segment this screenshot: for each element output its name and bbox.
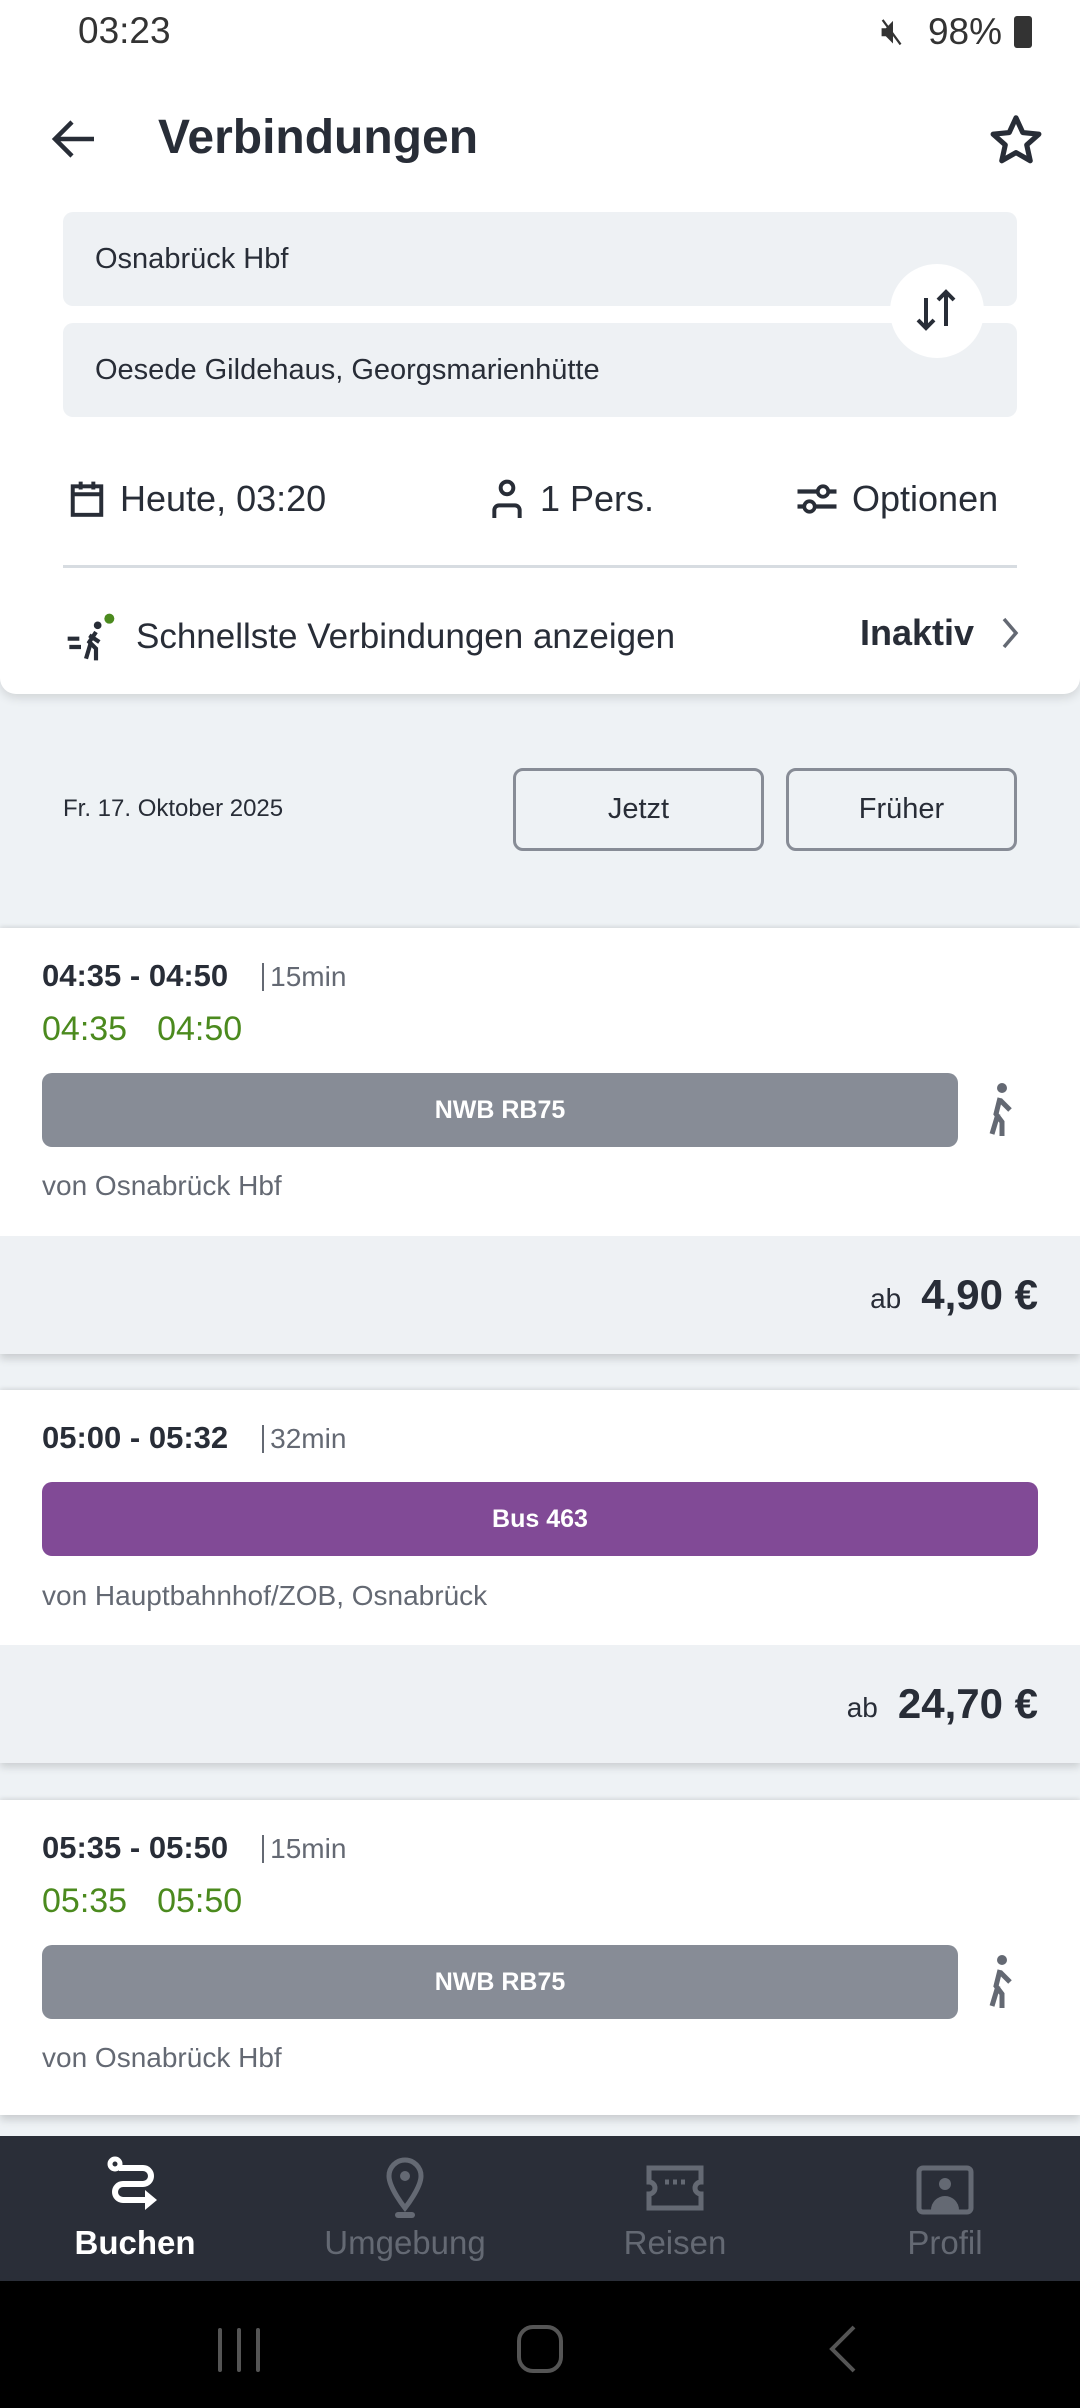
calendar-icon [70,481,104,517]
options-label: Optionen [852,478,999,519]
person-icon [492,479,522,518]
fastest-connections-state[interactable]: Inaktiv [860,612,1020,654]
passenger-count: 1 Pers. [540,478,655,519]
page-title: Verbindungen [158,111,479,164]
status-time: 03:23 [78,10,171,51]
fastest-connections-toggle[interactable]: Schnellste Verbindungen anzeigen [66,612,675,662]
back-arrow-icon[interactable] [50,118,96,160]
connection-times: 05:00 - 05:32 32min [42,1420,346,1456]
line-badge: NWB RB75 [42,1073,958,1147]
price-prefix: ab [870,1283,902,1314]
nav-reisen[interactable]: Reisen [540,2136,810,2281]
connection-times: 04:35 - 04:50 15min [42,958,346,994]
departure-station: von Osnabrück Hbf [42,2042,282,2073]
location-pin-icon [386,2157,424,2218]
realtime-arrival: 05:50 [157,1882,243,1920]
nav-buchen[interactable]: Buchen [0,2136,270,2281]
passenger-selector[interactable]: 1 Pers. [488,478,654,520]
profile-icon [916,2165,974,2215]
realtime-arrival: 04:50 [157,1010,243,1048]
now-button[interactable]: Jetzt [513,768,764,851]
scheduled-times: 04:35 - 04:50 [42,958,229,993]
swap-arrows-icon [916,289,956,331]
departure-station: von Hauptbahnhof/ZOB, Osnabrück [42,1580,488,1611]
from-input[interactable]: Osnabrück Hbf [63,212,1017,306]
date-time-selector[interactable]: Heute, 03:20 [68,478,326,520]
running-person-icon [67,613,115,661]
star-favorite-icon[interactable] [988,112,1044,168]
duration: 32min [262,1425,346,1453]
departure-station: von Osnabrück Hbf [42,1170,282,1201]
realtime-times: 05:35 05:50 [42,1882,242,1921]
mute-icon: 🔇︎ [880,10,904,51]
route-icon [107,2156,157,2210]
nav-label: Reisen [623,2224,727,2261]
nav-label: Buchen [74,2224,196,2261]
battery-level: 98% [927,10,1002,52]
back-icon[interactable] [826,2324,860,2374]
realtime-departure: 05:35 [42,1882,128,1920]
recent-apps-icon[interactable] [216,2326,262,2374]
nav-umgebung[interactable]: Umgebung [270,2136,540,2281]
walking-icon [989,1083,1012,1136]
ticket-icon [646,2165,704,2211]
swap-stations-button[interactable] [890,264,984,358]
chevron-right-icon [1002,617,1019,649]
to-input[interactable]: Oesede Gildehaus, Georgsmarienhütte [63,323,1017,417]
connection-times: 05:35 - 05:50 15min [42,1830,346,1866]
price-prefix: ab [846,1692,878,1723]
price: 24,70 € [897,1680,1038,1727]
fastest-state-label: Inaktiv [859,612,974,653]
fastest-connections-label: Schnellste Verbindungen anzeigen [136,617,676,656]
nav-profil[interactable]: Profil [810,2136,1080,2281]
price-row: ab 4,90 € [0,1236,1080,1354]
home-icon[interactable] [516,2324,564,2374]
scheduled-times: 05:35 - 05:50 [42,1830,229,1865]
line-badge: Bus 463 [42,1482,1038,1556]
system-navigation-bar [0,2281,1080,2408]
options-button[interactable]: Optionen [796,478,998,520]
scheduled-times: 05:00 - 05:32 [42,1420,229,1455]
battery-icon [1014,15,1032,48]
price-row: ab 24,70 € [0,1645,1080,1763]
walking-icon [989,1955,1012,2008]
divider [63,565,1017,568]
earlier-button[interactable]: Früher [786,768,1017,851]
realtime-departure: 04:35 [42,1010,128,1048]
nav-label: Profil [907,2224,983,2261]
sliders-icon [797,484,837,514]
nav-label: Umgebung [324,2224,486,2261]
results-date: Fr. 17. Oktober 2025 [63,795,284,822]
line-badge: NWB RB75 [42,1945,958,2019]
duration: 15min [262,1835,346,1863]
status-bar: 03:23 🔇︎ ︎ 98% [0,0,1080,65]
realtime-times: 04:35 04:50 [42,1010,242,1049]
duration: 15min [262,963,346,991]
status-icons: 🔇︎ ︎ 98% [881,10,1032,53]
date-time-value: Heute, 03:20 [120,478,327,519]
price: 4,90 € [921,1271,1038,1318]
bottom-navigation: Buchen Umgebung Reisen Profil [0,2136,1080,2281]
